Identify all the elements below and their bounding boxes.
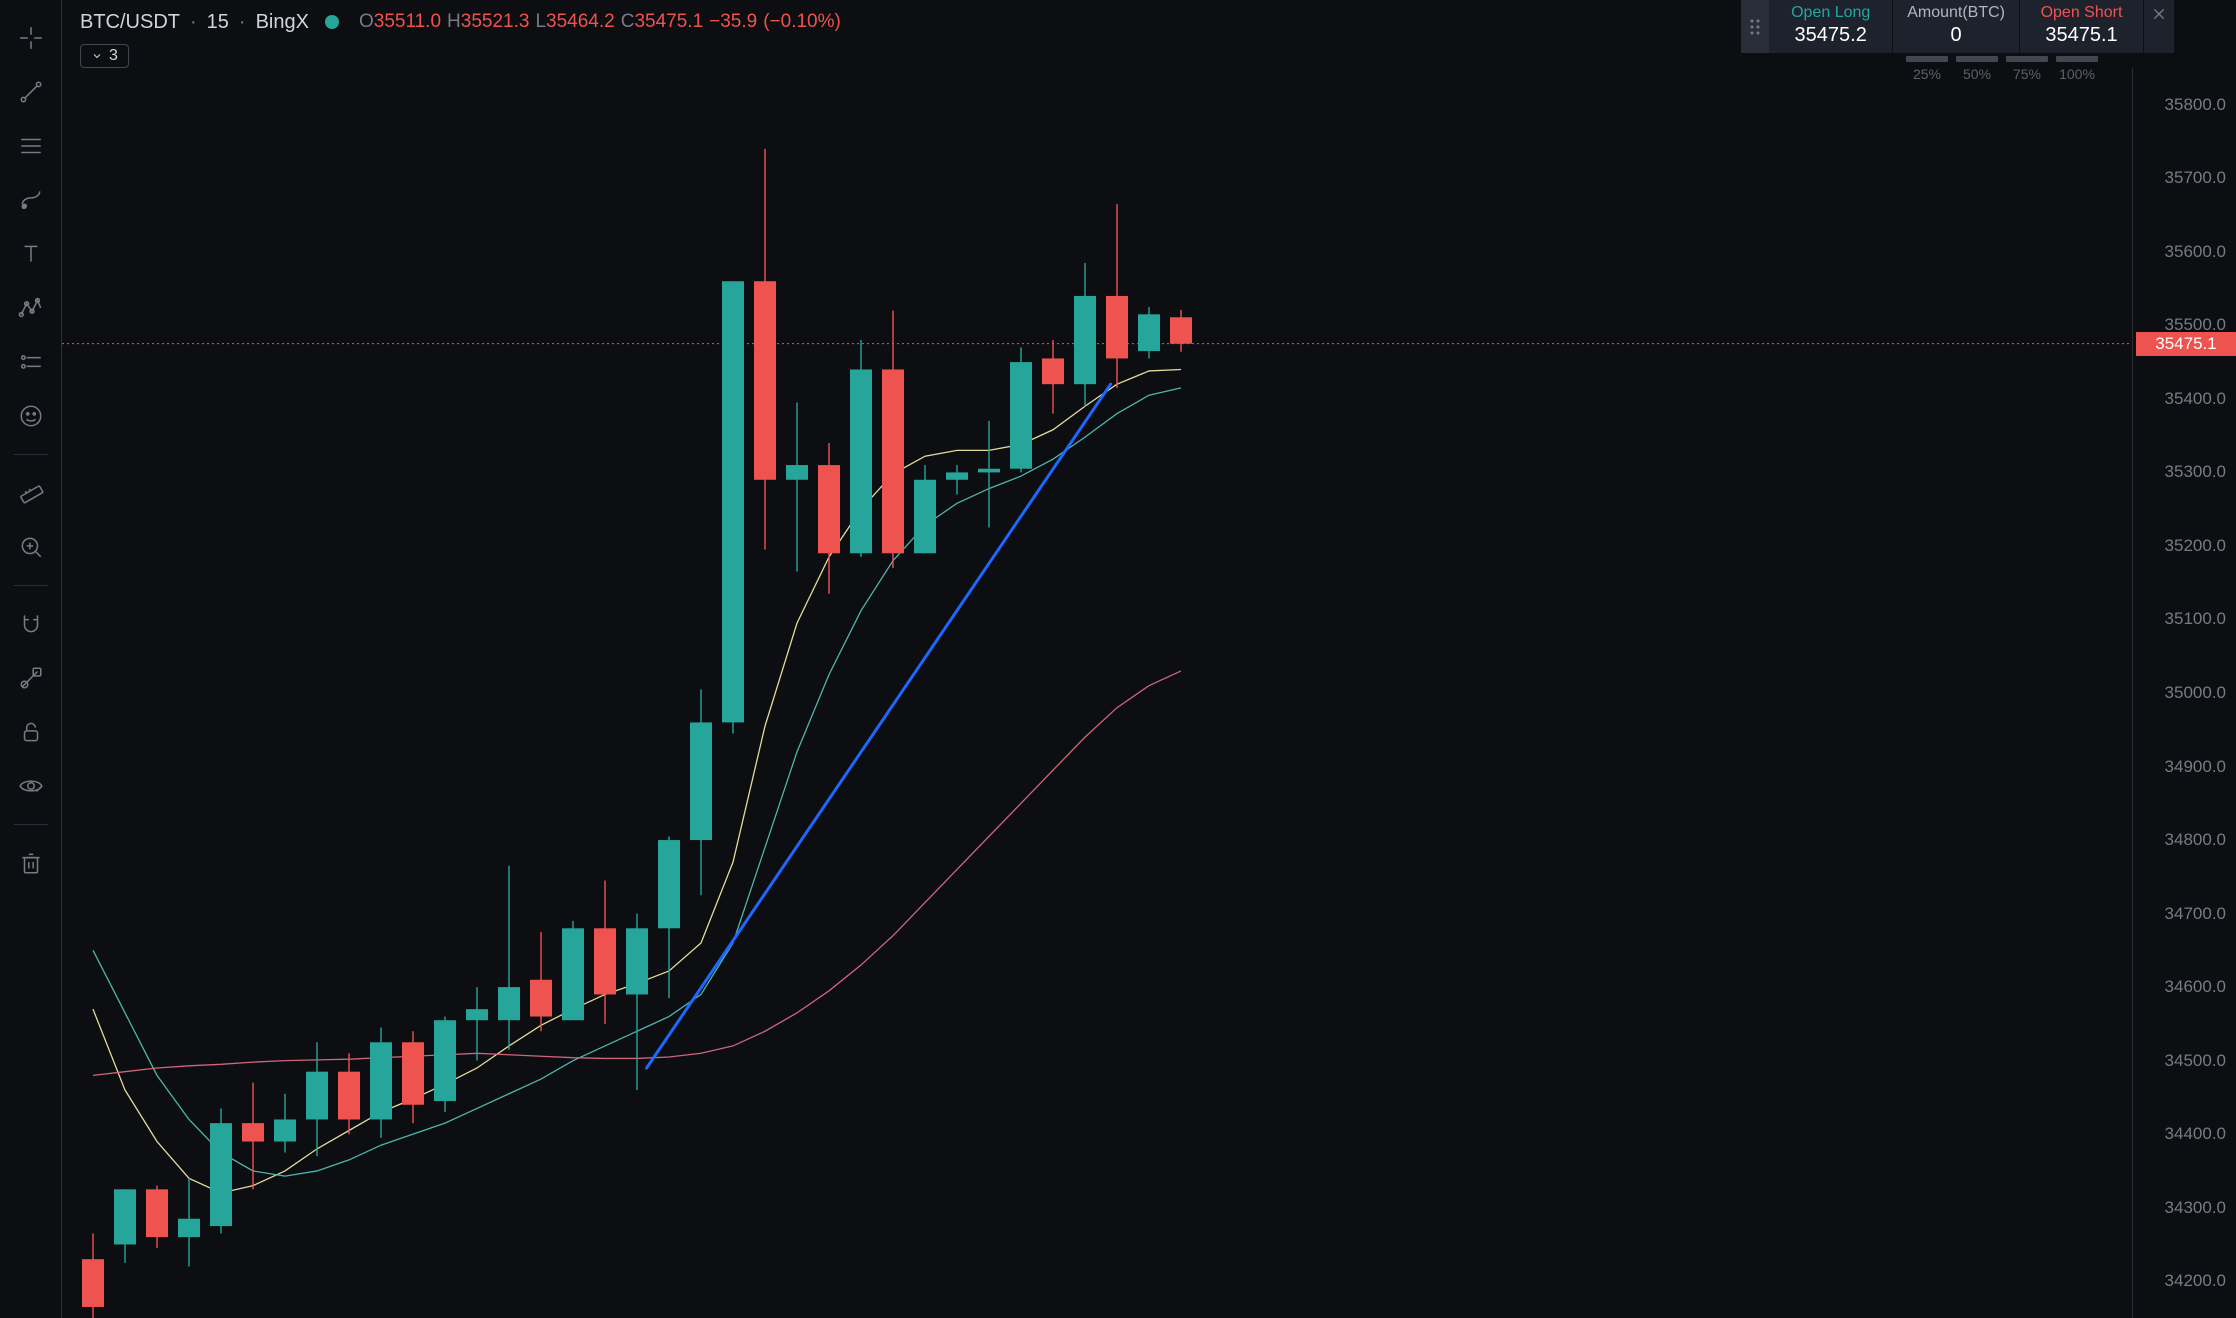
price-tick: 35700.0 (2165, 168, 2226, 188)
price-tick: 35300.0 (2165, 462, 2226, 482)
ohlc-low: 35464.2 (546, 11, 615, 32)
ohlc-change-pct: (−0.10%) (763, 11, 841, 33)
toolbar-separator (14, 454, 48, 455)
order-panel: Open Long 35475.2 Amount(BTC) 0 Open Sho… (1741, 0, 2174, 53)
amount-value: 0 (1907, 24, 2005, 47)
price-tick: 34700.0 (2165, 904, 2226, 924)
lock-drawing-tool[interactable] (11, 658, 51, 698)
unlock-tool[interactable] (11, 712, 51, 752)
drag-handle-icon[interactable] (1741, 0, 1769, 53)
current-price-tag: 35475.1 (2136, 332, 2236, 356)
price-tick: 35800.0 (2165, 95, 2226, 115)
toolbar-separator (14, 585, 48, 586)
drawing-toolbar (0, 0, 62, 1318)
toolbar-separator (14, 824, 48, 825)
prediction-tool[interactable] (11, 342, 51, 382)
emoji-tool[interactable] (11, 396, 51, 436)
interval-label[interactable]: 15 (207, 11, 229, 34)
open-long-value: 35475.2 (1783, 24, 1878, 47)
price-axis[interactable]: 34200.0 34300.0 34400.0 34500.0 34600.0 34700… (2132, 68, 2236, 1318)
chart-main: BTC/USDT · 15 · BingX O35511.0 H35521.3 … (62, 0, 2236, 1318)
percent-presets: 25% 50% 75% 100% (1906, 56, 2098, 82)
price-tick: 34900.0 (2165, 757, 2226, 777)
provider-label: BingX (256, 11, 309, 34)
separator-dot: · (190, 11, 197, 34)
open-long-button[interactable]: Open Long 35475.2 (1769, 0, 1893, 53)
price-tick: 35200.0 (2165, 536, 2226, 556)
price-tick: 35400.0 (2165, 389, 2226, 409)
ruler-tool[interactable] (11, 473, 51, 513)
price-tick: 35000.0 (2165, 683, 2226, 703)
price-tick: 34500.0 (2165, 1051, 2226, 1071)
percent-preset[interactable]: 25% (1906, 56, 1948, 82)
open-short-button[interactable]: Open Short 35475.1 (2020, 0, 2144, 53)
percent-preset[interactable]: 50% (1956, 56, 1998, 82)
market-status-icon (325, 15, 339, 29)
ohlc-high: 35521.3 (461, 11, 530, 32)
brush-tool[interactable] (11, 180, 51, 220)
amount-button[interactable]: Amount(BTC) 0 (1893, 0, 2020, 53)
visibility-tool[interactable] (11, 766, 51, 806)
zoom-tool[interactable] (11, 527, 51, 567)
percent-preset[interactable]: 100% (2056, 56, 2098, 82)
text-tool[interactable] (11, 234, 51, 274)
price-tick: 34600.0 (2165, 977, 2226, 997)
ohlc-close: 35475.1 (634, 11, 703, 32)
separator-dot: · (239, 11, 246, 34)
fib-tool[interactable] (11, 126, 51, 166)
open-short-title: Open Short (2034, 4, 2129, 22)
price-tick: 35100.0 (2165, 609, 2226, 629)
panel-close-button[interactable] (2144, 0, 2174, 53)
price-tick: 34800.0 (2165, 830, 2226, 850)
indicator-expand-button[interactable]: 3 (80, 44, 129, 68)
ohlc-open: 35511.0 (374, 11, 441, 32)
indicator-count: 3 (109, 47, 118, 65)
magnet-tool[interactable] (11, 604, 51, 644)
price-tick: 34200.0 (2165, 1271, 2226, 1291)
ohlc-readout: O35511.0 H35521.3 L35464.2 C35475.1 −35.… (359, 11, 841, 33)
price-tick: 34400.0 (2165, 1124, 2226, 1144)
symbol-label[interactable]: BTC/USDT (80, 11, 180, 34)
trendline-tool[interactable] (11, 72, 51, 112)
percent-preset[interactable]: 75% (2006, 56, 2048, 82)
crosshair-tool[interactable] (11, 18, 51, 58)
pattern-tool[interactable] (11, 288, 51, 328)
open-short-value: 35475.1 (2034, 24, 2129, 47)
ohlc-change: −35.9 (709, 11, 757, 33)
open-long-title: Open Long (1783, 4, 1878, 22)
price-tick: 34300.0 (2165, 1198, 2226, 1218)
price-tick: 35600.0 (2165, 242, 2226, 262)
candlestick-chart[interactable]: 34200.0 34300.0 34400.0 34500.0 34600.0 34700… (62, 68, 2236, 1318)
trash-tool[interactable] (11, 843, 51, 883)
amount-title: Amount(BTC) (1907, 4, 2005, 22)
